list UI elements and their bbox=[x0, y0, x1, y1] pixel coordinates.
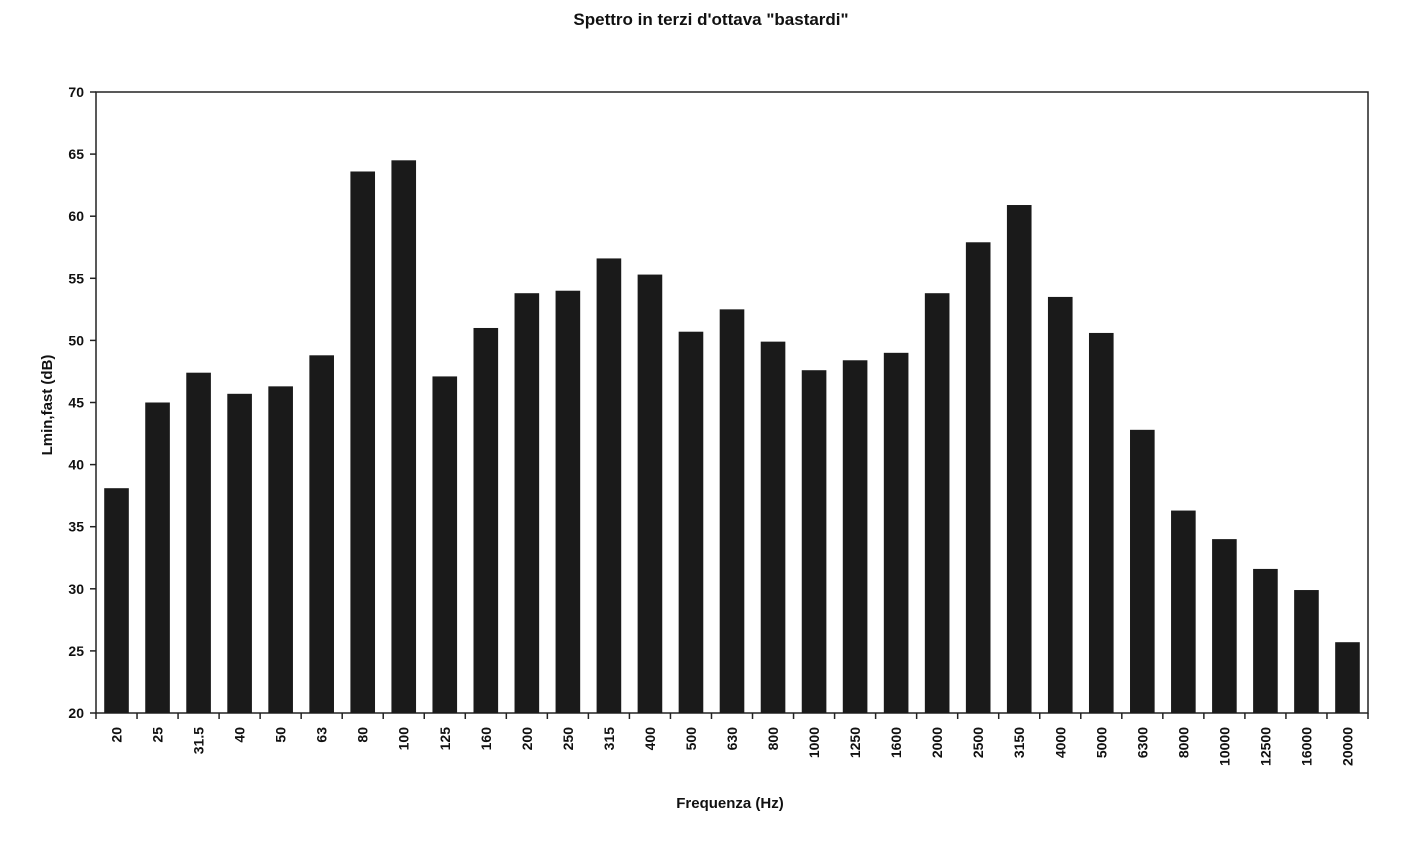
x-axis: 20 25 31.5 40 50 63 80 100 125 160 200 250 315 400 500… bbox=[95, 713, 1369, 766]
x-axis-title: Frequenza (Hz) bbox=[676, 795, 784, 812]
x-tick-label: 2000 bbox=[929, 727, 945, 758]
x-tick-label: 6300 bbox=[1134, 727, 1150, 758]
x-tick-label: 40 bbox=[232, 727, 248, 743]
x-tick-label: 63 bbox=[314, 727, 330, 743]
y-tick-label: 25 bbox=[68, 643, 84, 659]
y-tick-label: 50 bbox=[68, 332, 84, 348]
bar bbox=[924, 293, 950, 713]
x-tick-label: 5000 bbox=[1093, 727, 1109, 758]
y-tick-label: 45 bbox=[68, 395, 84, 411]
x-tick-label: 31.5 bbox=[191, 727, 207, 754]
x-tick-label: 3150 bbox=[1011, 727, 1027, 758]
chart-title: Spettro in terzi d'ottava "bastardi" bbox=[573, 10, 849, 29]
bar bbox=[1006, 205, 1032, 713]
bar bbox=[514, 293, 540, 713]
bar bbox=[1047, 296, 1073, 713]
bar bbox=[1253, 568, 1278, 713]
x-tick-label: 1250 bbox=[847, 727, 863, 758]
bar bbox=[1212, 539, 1237, 713]
x-tick-label: 25 bbox=[150, 727, 166, 743]
bar bbox=[1130, 429, 1155, 713]
y-tick-label: 65 bbox=[68, 146, 84, 162]
bar bbox=[432, 376, 458, 713]
x-tick-label: 2500 bbox=[970, 727, 986, 758]
y-tick-label: 70 bbox=[68, 84, 84, 100]
bar bbox=[145, 402, 170, 713]
bar bbox=[268, 386, 293, 713]
y-tick-label: 20 bbox=[68, 705, 84, 721]
bar bbox=[309, 355, 334, 713]
x-tick-label: 160 bbox=[478, 727, 494, 751]
x-tick-label: 1000 bbox=[806, 727, 822, 758]
bar bbox=[637, 274, 663, 713]
x-tick-label: 200 bbox=[519, 727, 535, 751]
x-tick-label: 1600 bbox=[888, 727, 904, 758]
x-tick-label: 4000 bbox=[1052, 727, 1068, 758]
y-tick-label: 35 bbox=[68, 519, 84, 535]
x-tick-label: 20 bbox=[109, 727, 125, 743]
y-tick-label: 30 bbox=[68, 581, 84, 597]
x-tick-label: 8000 bbox=[1175, 727, 1191, 758]
x-tick-label: 100 bbox=[396, 727, 412, 751]
x-tick-label: 250 bbox=[560, 727, 576, 751]
x-tick-label: 16000 bbox=[1298, 727, 1314, 766]
bar bbox=[760, 341, 786, 713]
bar bbox=[186, 372, 211, 713]
bar bbox=[842, 360, 868, 713]
bar bbox=[1294, 590, 1319, 713]
bar bbox=[555, 290, 581, 713]
bar bbox=[227, 393, 252, 713]
y-axis-title: Lmin,fast (dB) bbox=[39, 355, 56, 456]
x-tick-label: 630 bbox=[724, 727, 740, 751]
x-tick-label: 12500 bbox=[1257, 727, 1273, 766]
x-tick-label: 800 bbox=[765, 727, 781, 751]
bars-group bbox=[104, 160, 1360, 714]
y-tick-label: 55 bbox=[68, 270, 84, 286]
x-tick-label: 20000 bbox=[1339, 727, 1355, 766]
x-tick-label: 500 bbox=[683, 727, 699, 751]
bar bbox=[678, 331, 704, 713]
bar bbox=[104, 488, 129, 713]
bar bbox=[1335, 642, 1360, 713]
bar bbox=[719, 309, 745, 713]
bar bbox=[965, 242, 991, 714]
x-tick-label: 315 bbox=[601, 727, 617, 751]
x-tick-label: 10000 bbox=[1216, 727, 1232, 766]
bar bbox=[473, 327, 499, 713]
bar bbox=[801, 370, 827, 713]
x-tick-label: 400 bbox=[642, 727, 658, 751]
bar bbox=[1088, 332, 1114, 713]
bar bbox=[391, 160, 417, 713]
bar bbox=[596, 258, 622, 713]
x-tick-label: 80 bbox=[355, 727, 371, 743]
y-tick-label: 40 bbox=[68, 457, 84, 473]
bar bbox=[1171, 510, 1196, 713]
bar bbox=[883, 352, 909, 713]
x-tick-label: 125 bbox=[437, 727, 453, 751]
y-axis: 20 25 30 35 40 45 50 55 60 65 70 bbox=[68, 84, 96, 721]
y-tick-label: 60 bbox=[68, 208, 84, 224]
bar bbox=[350, 171, 376, 713]
x-tick-label: 50 bbox=[273, 727, 289, 743]
